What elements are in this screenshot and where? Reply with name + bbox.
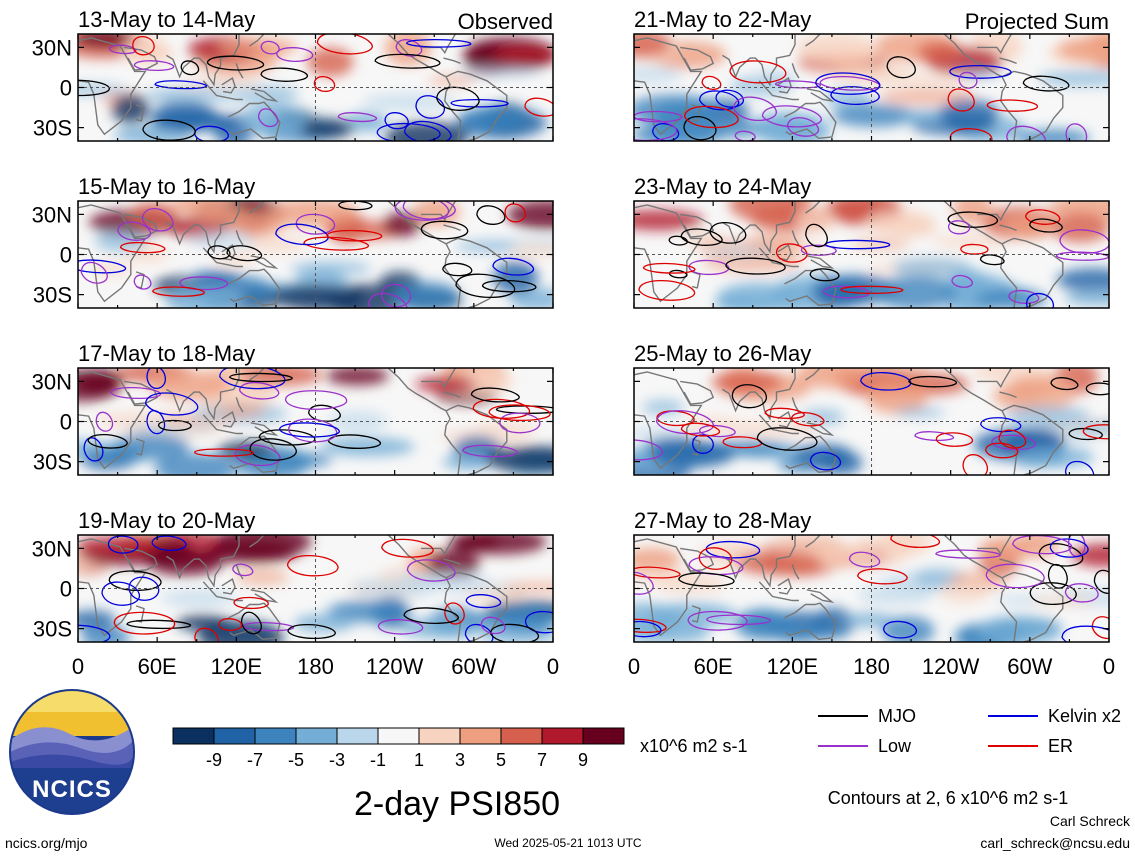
colorbar-tick-label: -3	[329, 750, 345, 770]
lon-tick-label: 60W	[1007, 654, 1052, 679]
wave-contours	[634, 56, 1088, 141]
wave-contours	[634, 372, 1109, 475]
lat-tick-label: 0	[60, 410, 72, 435]
lat-tick-label: 0	[60, 76, 72, 101]
colorbar-tick-label: 7	[537, 750, 547, 770]
colorbar-tick-label: -5	[288, 750, 304, 770]
lat-tick-label: 30S	[33, 450, 72, 475]
psi-field	[634, 201, 1109, 308]
colorbar-swatch	[418, 727, 461, 745]
lon-tick-label: 60E	[138, 654, 177, 679]
lon-tick-label: 0	[72, 654, 84, 679]
colorbar-units: x10^6 m2 s-1	[640, 736, 748, 756]
colorbar-swatch	[213, 727, 256, 745]
colorbar-tick-label: -9	[206, 750, 222, 770]
lon-tick-label: 60E	[694, 654, 733, 679]
psi-field	[78, 34, 553, 141]
wave-contours	[638, 209, 1109, 308]
map-panel: 30N 0 30S 15-May to 16-May	[32, 174, 554, 309]
map-panel: 21-May to 22-May Projected Sum	[633, 7, 1110, 142]
colorbar-swatch	[295, 727, 338, 745]
column-label: Observed	[458, 9, 553, 34]
logo-text: NCICS	[32, 776, 112, 803]
legend-label: ER	[1048, 736, 1073, 756]
wave-contours	[83, 368, 553, 467]
lon-tick-label: 0	[1103, 654, 1115, 679]
lon-tick-label: 120W	[366, 654, 424, 679]
map-panel: 23-May to 24-May	[633, 174, 1110, 309]
colorbar-swatch	[254, 727, 297, 745]
lat-tick-label: 30N	[32, 536, 72, 561]
lon-tick-label: 0	[628, 654, 640, 679]
website-link[interactable]: ncics.org/mjo	[5, 835, 88, 851]
coastlines	[78, 201, 508, 308]
colorbar-tick-label: 1	[414, 750, 424, 770]
colorbar-tick-label: 5	[496, 750, 506, 770]
colorbar: -9 -7 -5 -3 -1 1 3 5 7 9	[172, 727, 625, 770]
lon-tick-label: 60W	[451, 654, 496, 679]
lat-tick-label: 30S	[33, 283, 72, 308]
coastlines	[634, 368, 1064, 475]
wave-contours	[78, 201, 537, 308]
lon-tick-label: 0	[547, 654, 559, 679]
colorbar-swatch	[172, 727, 215, 745]
psi-field	[78, 535, 553, 642]
panel-title: 15-May to 16-May	[78, 174, 255, 199]
author-name: Carl Schreck	[1050, 813, 1131, 829]
panel-title: 21-May to 22-May	[634, 7, 811, 32]
lat-tick-label: 30N	[32, 202, 72, 227]
author-email[interactable]: carl_schreck@ncsu.edu	[980, 835, 1130, 851]
lon-tick-label: 120E	[211, 654, 262, 679]
colorbar-tick-label: 3	[455, 750, 465, 770]
colorbar-swatch	[336, 727, 379, 745]
lon-tick-label: 120E	[767, 654, 818, 679]
lat-tick-label: 0	[60, 577, 72, 602]
legend-label: Kelvin x2	[1048, 706, 1121, 726]
timestamp: Wed 2025-05-21 1013 UTC	[494, 836, 642, 850]
panel-title: 13-May to 14-May	[78, 7, 255, 32]
figure-title: 2-day PSI850	[354, 785, 560, 823]
coastlines	[78, 34, 508, 141]
map-panel: 27-May to 28-May 0 60E 120E 180 120W 60W 0	[628, 508, 1115, 679]
map-panel: 25-May to 26-May	[633, 341, 1110, 476]
colorbar-swatch	[459, 727, 502, 745]
contour-note: Contours at 2, 6 x10^6 m2 s-1	[828, 788, 1069, 808]
colorbar-tick-label: 9	[578, 750, 588, 770]
lat-tick-label: 30S	[33, 617, 72, 642]
map-panel: 30N 0 30S 17-May to 18-May	[32, 341, 554, 476]
legend-label: MJO	[878, 706, 916, 726]
lat-tick-label: 30N	[32, 35, 72, 60]
colorbar-swatch	[541, 727, 584, 745]
lat-tick-label: 0	[60, 243, 72, 268]
panel-title: 19-May to 20-May	[78, 508, 255, 533]
legend-label: Low	[878, 736, 912, 756]
colorbar-tick-label: -7	[247, 750, 263, 770]
ncics-logo: NCICS	[9, 689, 135, 815]
wave-contours	[634, 535, 1109, 642]
panel-title: 27-May to 28-May	[634, 508, 811, 533]
lon-tick-label: 120W	[922, 654, 980, 679]
colorbar-swatch	[582, 727, 625, 745]
lon-tick-label: 180	[853, 654, 890, 679]
colorbar-tick-label: -1	[370, 750, 386, 770]
column-label: Projected Sum	[965, 9, 1109, 34]
legend: MJO Kelvin x2 Low ER	[818, 706, 1121, 756]
lat-tick-label: 30N	[32, 369, 72, 394]
lat-tick-label: 30S	[33, 116, 72, 141]
coastlines	[634, 34, 1064, 141]
panel-title: 25-May to 26-May	[634, 341, 811, 366]
panel-title: 17-May to 18-May	[78, 341, 255, 366]
map-panel: 30N 0 30S 13-May to 14-May Observed	[32, 7, 554, 142]
panel-title: 23-May to 24-May	[634, 174, 811, 199]
lon-tick-label: 180	[297, 654, 334, 679]
colorbar-swatch	[377, 727, 420, 745]
colorbar-swatch	[500, 727, 543, 745]
